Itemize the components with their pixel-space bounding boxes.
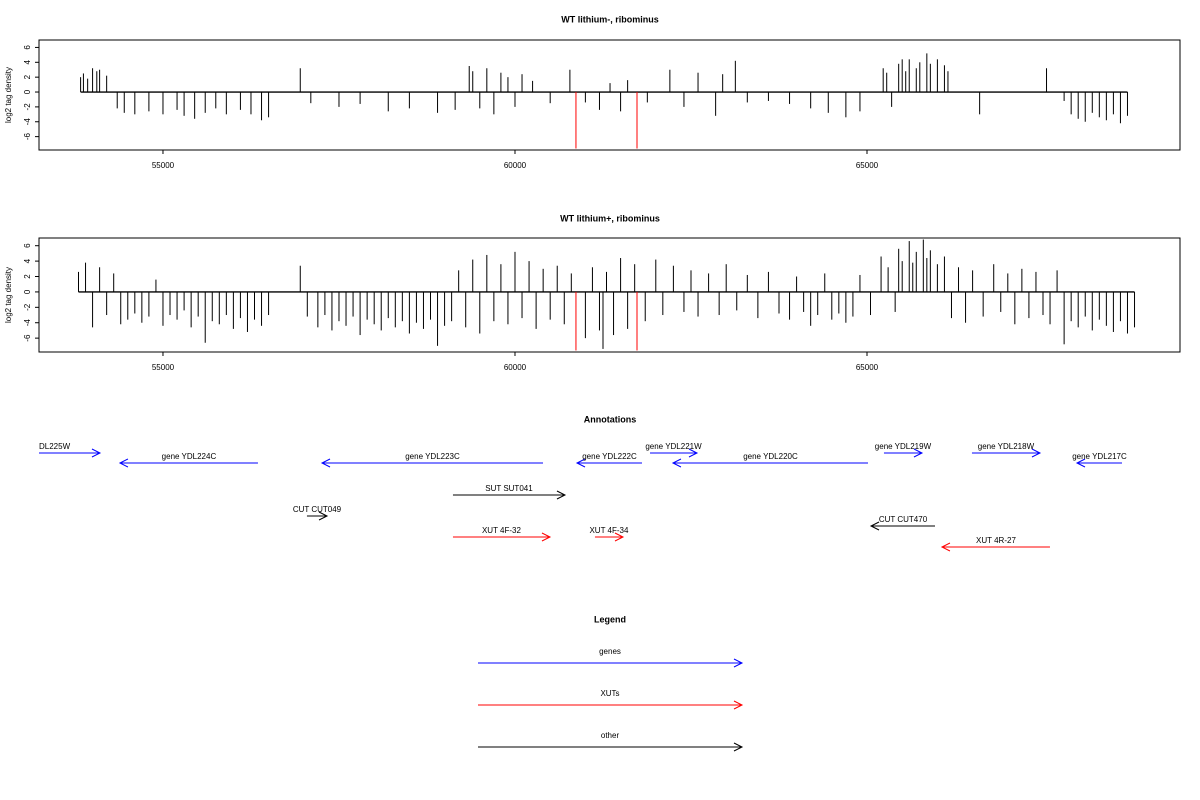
y-tick-label: 4 [23,60,32,65]
feature-arrow-head [913,448,924,458]
feature-arrow-head [91,448,102,458]
feature-label: DL225W [39,442,71,451]
x-tick-label: 55000 [152,161,175,170]
y-tick-label: -2 [23,303,32,311]
chart-panel: WT lithium+, ribominus log2 tag density -6… [4,213,1181,372]
feature-arrow-head [869,521,880,531]
feature-label: SUT SUT041 [485,484,533,493]
feature-arrow-head [940,542,951,552]
legend-label: genes [599,647,621,656]
y-tick-label: 4 [23,258,32,263]
y-tick-label: 2 [23,74,32,79]
feature-label: gene YDL222C [582,452,637,461]
chart-title: WT lithium-, ribominus [561,14,659,24]
x-tick-label: 65000 [856,161,879,170]
feature-label: gene YDL218W [978,442,1035,451]
y-tick-label: -2 [23,103,32,111]
x-tick-label: 65000 [856,363,879,372]
legend-arrow-head [733,742,744,752]
feature-label: gene YDL219W [875,442,932,451]
y-tick-label: 0 [23,289,32,294]
x-tick-label: 55000 [152,363,175,372]
feature-arrow-head [575,458,586,468]
x-tick-label: 60000 [504,161,527,170]
legend-title: Legend [594,614,626,624]
feature-arrow-head [118,458,129,468]
feature-label: XUT 4R-27 [976,536,1016,545]
y-tick-label: -6 [23,334,32,342]
y-tick-label: 6 [23,243,32,248]
feature-label: CUT CUT049 [293,505,342,514]
chart-panel: WT lithium-, ribominus log2 tag density -6… [4,14,1181,170]
y-tick-label: 2 [23,274,32,279]
feature-arrow-head [320,458,331,468]
feature-label: gene YDL217C [1072,452,1127,461]
legend-arrow-head [733,700,744,710]
feature-label: gene YDL221W [645,442,702,451]
annotations-title: Annotations [584,414,637,424]
y-axis-label: log2 tag density [4,267,13,323]
feature-label: gene YDL220C [743,452,798,461]
feature-label: XUT 4F-32 [482,526,522,535]
feature-label: CUT CUT470 [879,515,928,524]
feature-arrow-head [1075,458,1086,468]
feature-arrow-head [688,448,699,458]
legend-label: XUTs [600,689,619,698]
y-tick-label: -6 [23,133,32,141]
feature-arrow-head [541,532,552,542]
y-tick-label: -4 [23,118,32,126]
y-tick-label: 0 [23,89,32,94]
y-tick-label: 6 [23,45,32,50]
plot-frame [38,39,1181,151]
feature-arrow-head [1031,448,1042,458]
chart-title: WT lithium+, ribominus [560,213,660,223]
x-tick-label: 60000 [504,363,527,372]
annotations: Annotations DL225W gene YDL224C gene YDL223… [39,414,1127,552]
feature-arrow-head [614,532,625,542]
feature-arrow-head [556,490,567,500]
feature-label: gene YDL224C [162,452,217,461]
feature-label: XUT 4F-34 [589,526,629,535]
legend: Legend genes XUTs other [478,614,744,752]
plot-frame [38,237,1181,353]
legend-label: other [601,731,620,740]
y-axis-label: log2 tag density [4,67,13,123]
feature-arrow-head [671,458,682,468]
feature-label: gene YDL223C [405,452,460,461]
legend-arrow-head [733,658,744,668]
feature-arrow-head [318,511,329,521]
y-tick-label: -4 [23,319,32,327]
